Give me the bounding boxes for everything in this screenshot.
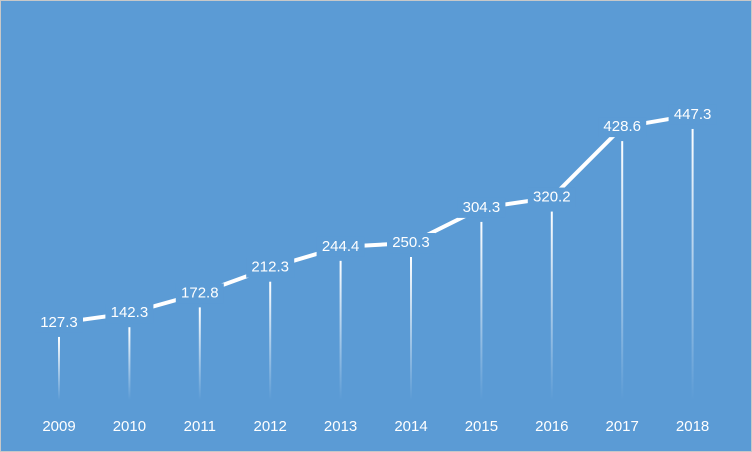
label-gap bbox=[246, 257, 295, 278]
drop-line bbox=[58, 336, 60, 400]
data-label: 127.3 bbox=[40, 314, 78, 331]
label-gap bbox=[598, 117, 647, 138]
x-tick-label: 2014 bbox=[394, 418, 427, 435]
label-gap bbox=[527, 187, 576, 208]
data-label: 250.3 bbox=[392, 234, 430, 251]
label-gap bbox=[316, 236, 365, 257]
data-label: 212.3 bbox=[251, 259, 289, 276]
drop-line bbox=[410, 257, 412, 400]
label-gap bbox=[175, 283, 224, 304]
x-tick-label: 2009 bbox=[42, 418, 75, 435]
drop-line bbox=[550, 211, 553, 400]
data-line bbox=[58, 112, 693, 325]
x-tick-label: 2015 bbox=[465, 418, 498, 435]
drop-line bbox=[691, 128, 694, 400]
x-tick-label: 2018 bbox=[676, 418, 709, 435]
x-tick-label: 2010 bbox=[113, 418, 146, 435]
data-label: 320.2 bbox=[533, 189, 571, 206]
x-tick-label: 2011 bbox=[184, 418, 216, 435]
drop-line bbox=[621, 141, 624, 401]
label-gap bbox=[105, 303, 154, 324]
data-label: 304.3 bbox=[463, 199, 501, 216]
data-label: 428.6 bbox=[603, 118, 641, 135]
data-label: 142.3 bbox=[111, 304, 149, 321]
data-label: 244.4 bbox=[322, 238, 360, 255]
data-label: 172.8 bbox=[181, 284, 219, 301]
label-gap bbox=[387, 233, 435, 254]
x-tick-label: 2017 bbox=[606, 418, 639, 435]
label-gap bbox=[35, 312, 83, 333]
drop-line bbox=[339, 260, 342, 400]
x-tick-label: 2012 bbox=[254, 418, 287, 435]
drop-line bbox=[480, 221, 483, 400]
label-gap bbox=[668, 104, 717, 125]
x-tick-label: 2016 bbox=[535, 418, 568, 435]
x-tick-label: 2013 bbox=[324, 418, 357, 435]
label-gap bbox=[457, 197, 506, 218]
drop-line bbox=[269, 281, 272, 400]
data-label: 447.3 bbox=[674, 106, 712, 123]
drop-line bbox=[198, 307, 201, 400]
drop-line bbox=[128, 327, 131, 400]
